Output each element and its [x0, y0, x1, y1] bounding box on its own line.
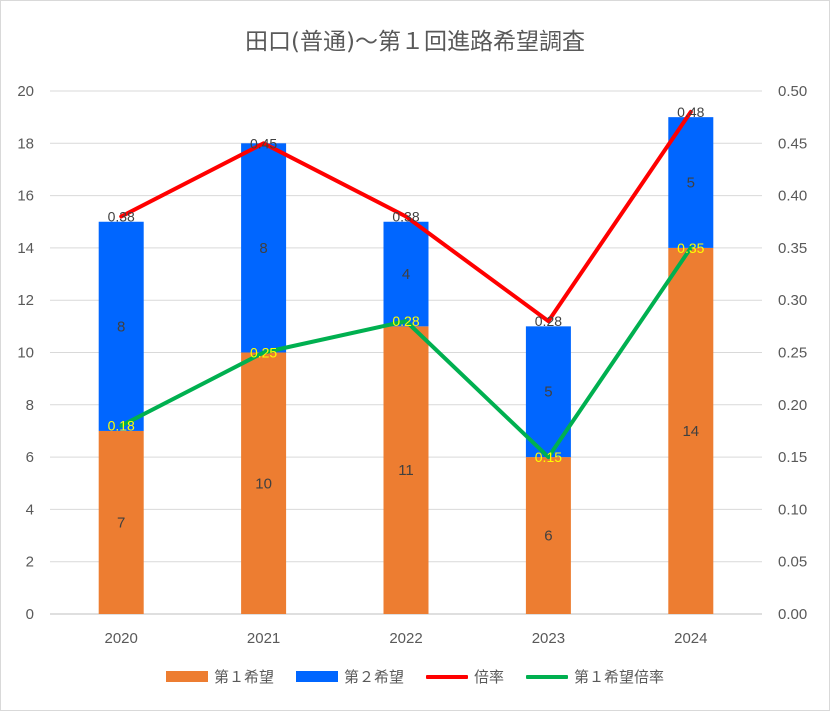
left-tick-label: 16	[17, 188, 34, 205]
bar-first-label: 14	[682, 423, 699, 440]
rate-point-label: 0.45	[250, 135, 277, 151]
bar-first	[668, 247, 714, 614]
left-tick-label: 4	[26, 501, 34, 518]
bar-first-label: 6	[544, 528, 552, 545]
x-tick-label: 2024	[674, 630, 707, 647]
rate-point-label: 0.38	[392, 209, 419, 225]
right-tick-label: 0.50	[778, 83, 807, 100]
line-first-rate	[119, 245, 693, 460]
left-tick-label: 8	[26, 397, 34, 414]
legend-swatch-first	[165, 671, 208, 682]
first-rate-point-label: 0.28	[392, 313, 419, 329]
line-rate	[119, 109, 693, 324]
right-tick-label: 0.00	[778, 606, 807, 623]
first-rate-point-label: 0.15	[535, 449, 562, 465]
left-tick-label: 20	[17, 83, 34, 100]
left-tick-label: 14	[17, 240, 34, 257]
legend-item-second: 第２希望	[295, 666, 404, 687]
bar-first	[98, 430, 144, 614]
rate-point-label: 0.48	[677, 104, 704, 120]
bar-first	[241, 352, 287, 614]
legend-swatch-first-rate	[526, 674, 569, 679]
right-tick-label: 0.05	[778, 554, 807, 571]
left-tick-label: 0	[26, 606, 34, 623]
rate-point-label: 0.28	[535, 313, 562, 329]
bar-second-label: 5	[687, 175, 695, 192]
right-tick-label: 0.20	[778, 397, 807, 414]
legend-label-second: 第２希望	[343, 668, 404, 686]
left-tick-label: 6	[26, 449, 34, 466]
first-rate-point-label: 0.35	[677, 240, 704, 256]
bar-first	[525, 457, 571, 614]
legend-item-rate: 倍率	[426, 666, 504, 687]
x-tick-label: 2020	[105, 630, 138, 647]
right-tick-label: 0.10	[778, 501, 807, 518]
right-tick-label: 0.15	[778, 449, 807, 466]
legend: 第１希望 第２希望 倍率 第１希望倍率	[0, 666, 830, 687]
legend-label-rate: 倍率	[474, 668, 505, 686]
legend-item-first: 第１希望	[165, 666, 274, 687]
first-rate-point-label: 0.25	[250, 345, 277, 361]
x-tick-label: 2022	[389, 630, 422, 647]
left-tick-label: 2	[26, 554, 34, 571]
legend-item-first-rate: 第１希望倍率	[526, 666, 664, 687]
chart-title: 田口(普通)〜第１回進路希望調査	[245, 29, 585, 55]
bar-first-label: 10	[255, 475, 272, 492]
legend-swatch-rate	[426, 674, 468, 679]
bar-second-label: 8	[117, 318, 125, 335]
legend-swatch-second	[295, 671, 338, 682]
right-tick-label: 0.40	[778, 188, 807, 205]
legend-label-first-rate: 第１希望倍率	[574, 668, 665, 686]
bar-second	[241, 143, 287, 353]
bar-first-label: 7	[117, 514, 125, 531]
bar-second	[668, 117, 714, 248]
bar-second	[383, 221, 429, 327]
left-tick-label: 18	[17, 135, 34, 152]
bar-second-label: 4	[402, 266, 410, 283]
rate-point-label: 0.38	[108, 209, 135, 225]
x-tick-label: 2023	[532, 630, 565, 647]
bar-first	[383, 326, 429, 614]
first-rate-point-label: 0.18	[108, 418, 135, 434]
right-tick-label: 0.45	[778, 135, 807, 152]
bar-second-label: 5	[544, 384, 552, 401]
right-tick-label: 0.35	[778, 240, 807, 257]
right-tick-label: 0.30	[778, 292, 807, 309]
bar-second-label: 8	[259, 240, 267, 257]
bar-second	[98, 221, 144, 431]
right-tick-label: 0.25	[778, 345, 807, 362]
bar-first-label: 11	[398, 462, 414, 479]
left-tick-label: 10	[17, 345, 34, 362]
x-tick-label: 2021	[247, 630, 280, 647]
legend-label-first: 第１希望	[213, 668, 274, 686]
left-tick-label: 12	[17, 292, 34, 309]
